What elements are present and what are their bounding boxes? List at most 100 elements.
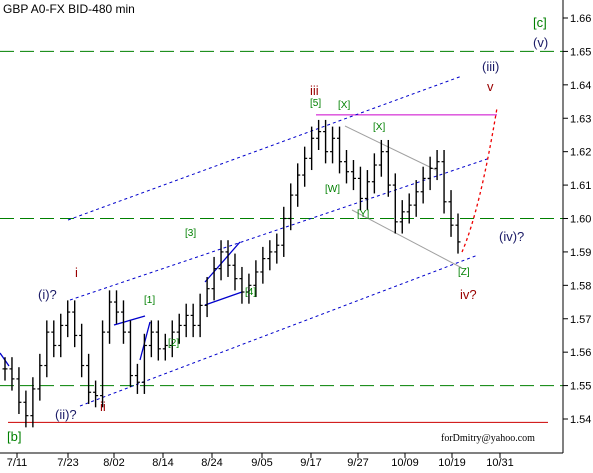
price-bar — [155, 320, 161, 361]
wave-label-navy: (v) — [533, 35, 548, 50]
price-bar — [316, 119, 322, 150]
price-bar — [162, 333, 168, 361]
price-bar — [371, 153, 377, 194]
x-tick-label: 9/05 — [251, 457, 272, 468]
price-bar — [392, 173, 398, 234]
price-bar — [413, 180, 419, 217]
guide-lines — [0, 50, 563, 423]
y-tick-label: 1.58 — [570, 280, 591, 292]
y-tick-label: 1.55 — [570, 381, 591, 393]
x-tick-label: 10/09 — [391, 457, 419, 468]
price-bar — [288, 183, 294, 231]
y-tick-label: 1.61 — [570, 180, 591, 192]
price-bar — [309, 126, 315, 171]
wave1-top — [113, 315, 146, 326]
price-bar — [16, 367, 22, 414]
price-bar — [302, 146, 308, 187]
price-bar — [211, 256, 217, 301]
wave-label-brown: i — [75, 265, 78, 280]
y-tick-label: 1.57 — [570, 314, 591, 326]
y-tick-label: 1.62 — [570, 147, 591, 159]
price-bar — [127, 320, 133, 388]
x-axis: 7/11 7/23 8/02 8/14 8/24 9/05 9/17 9/27 10/09 10/… — [7, 453, 514, 469]
price-bar — [30, 377, 36, 428]
price-bar — [72, 300, 78, 348]
y-tick-label: 1.64 — [570, 80, 591, 92]
wave4-top — [204, 241, 241, 283]
wave-label-green: [4] — [245, 287, 256, 298]
y-axis: 1.54 1.55 1.56 1.57 1.58 1.59 1.60 1.61 1.62 1.63… — [563, 13, 591, 426]
wave-label-green: [1] — [144, 295, 155, 306]
price-bar — [448, 190, 454, 237]
price-bar — [295, 163, 301, 207]
wave-label-navy: (ii)? — [55, 407, 77, 422]
wave4-bottom — [204, 291, 243, 306]
price-bar — [23, 390, 29, 428]
price-bar — [37, 353, 43, 401]
x-tick-label: 8/02 — [103, 457, 124, 468]
price-bar — [86, 353, 92, 404]
y-tick-label: 1.65 — [570, 46, 591, 58]
triangle-upper — [344, 125, 437, 171]
triangle-lower — [351, 209, 463, 269]
x-tick-label: 9/27 — [347, 457, 368, 468]
price-bar — [65, 300, 71, 338]
y-tick-label: 1.63 — [570, 113, 591, 125]
price-bar — [406, 193, 412, 224]
channel-lines — [0, 75, 498, 407]
x-tick-label: 7/23 — [57, 457, 78, 468]
price-bar — [337, 126, 343, 174]
price-bar — [323, 119, 329, 164]
price-bar — [253, 260, 259, 298]
price-bar — [239, 266, 245, 304]
price-bar — [58, 313, 64, 358]
price-bar — [9, 357, 15, 391]
price-bar — [190, 303, 196, 338]
price-bar — [246, 273, 252, 304]
channel-middle — [69, 157, 491, 301]
wave-label-navy: (iii) — [482, 59, 499, 74]
price-bar — [141, 333, 147, 394]
price-bar — [44, 320, 50, 378]
price-bar — [169, 320, 175, 358]
price-bar — [176, 313, 182, 344]
price-bar — [218, 240, 224, 281]
wave-labels: [c] [b] [1] [2] [3] [4] [5] [X] [X] [W] [Y] [Z] (v) (… — [7, 15, 548, 444]
wave-label-green: [Z] — [458, 267, 470, 278]
wave-label-navy: (i)? — [38, 287, 57, 302]
price-bar — [93, 380, 99, 408]
price-bar — [427, 156, 433, 191]
price-bar — [2, 357, 8, 381]
price-bar — [441, 149, 447, 214]
price-bar — [204, 276, 210, 318]
x-tick-label: 10/19 — [438, 457, 466, 468]
x-tick-label: 7/11 — [7, 457, 28, 468]
price-bar — [197, 293, 203, 338]
price-bar — [79, 323, 85, 378]
y-tick-label: 1.60 — [570, 214, 591, 226]
y-tick-label: 1.59 — [570, 247, 591, 259]
price-bar — [385, 139, 391, 197]
wave-label-green: [3] — [185, 228, 196, 239]
price-bar — [134, 363, 140, 394]
price-bar — [420, 166, 426, 204]
price-bar — [364, 170, 370, 211]
price-bar — [455, 213, 461, 254]
price-bar — [232, 253, 238, 291]
price-bar — [281, 206, 287, 257]
y-tick-label: 1.56 — [570, 347, 591, 359]
price-bar — [225, 240, 231, 277]
wave-label-green: [X] — [338, 100, 350, 111]
wave-label-green: [Y] — [357, 209, 369, 220]
price-bar — [378, 139, 384, 177]
price-bars — [2, 119, 461, 428]
credit-label: forDmitry@yahoo.com — [441, 433, 535, 444]
wave-label-green: [X] — [373, 122, 385, 133]
wave-label-green: [b] — [7, 429, 21, 444]
x-tick-label: 10/31 — [486, 457, 514, 468]
price-bar — [114, 290, 120, 324]
wave-label-navy: (iv)? — [499, 229, 524, 244]
price-bar — [274, 233, 280, 264]
